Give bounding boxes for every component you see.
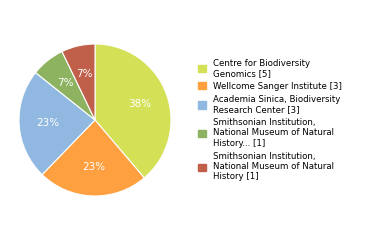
Wedge shape	[95, 44, 171, 178]
Legend: Centre for Biodiversity
Genomics [5], Wellcome Sanger Institute [3], Academia Si: Centre for Biodiversity Genomics [5], We…	[198, 59, 342, 181]
Text: 23%: 23%	[36, 118, 60, 128]
Text: 7%: 7%	[76, 69, 93, 79]
Text: 7%: 7%	[57, 78, 74, 88]
Wedge shape	[42, 120, 144, 196]
Text: 38%: 38%	[128, 99, 151, 109]
Wedge shape	[36, 52, 95, 120]
Wedge shape	[19, 73, 95, 174]
Text: 23%: 23%	[82, 162, 105, 172]
Wedge shape	[62, 44, 95, 120]
